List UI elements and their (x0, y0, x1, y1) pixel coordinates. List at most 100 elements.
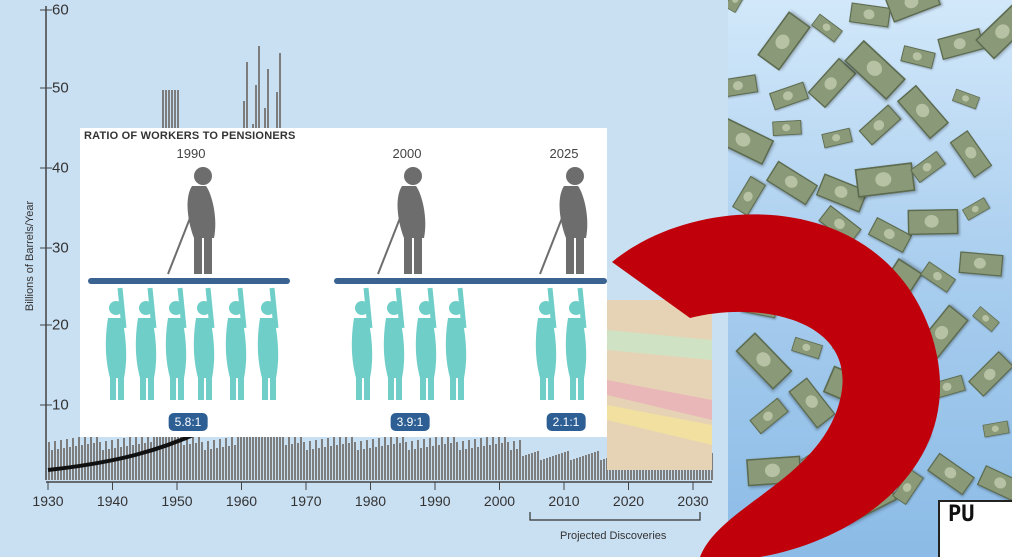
ratio-badge-1990: 5.8:1 (168, 413, 208, 431)
discovery-bar (393, 444, 395, 480)
discovery-bar (69, 447, 71, 480)
discovery-bar (51, 450, 53, 480)
discovery-bar (516, 449, 518, 480)
x-tick-label: 1940 (96, 493, 129, 509)
discovery-bar (354, 442, 356, 480)
platform-bar (88, 278, 290, 284)
discovery-bar (102, 450, 104, 480)
discovery-bar (567, 451, 569, 480)
discovery-bar (525, 455, 527, 480)
discovery-bar (60, 440, 62, 480)
discovery-bar (414, 449, 416, 480)
discovery-bar (213, 440, 215, 480)
discovery-bar (237, 436, 239, 480)
worker-figure (257, 287, 279, 400)
discovery-bar (375, 447, 377, 480)
discovery-bar (576, 458, 578, 480)
discovery-bar (282, 437, 284, 480)
sign-text: PU (938, 500, 1012, 557)
discovery-bar (363, 449, 365, 480)
discovery-bar (315, 440, 317, 480)
discovery-bar (513, 441, 515, 480)
discovery-bar (396, 435, 398, 480)
discovery-bar (417, 440, 419, 480)
y-tick-label: 10 (52, 396, 69, 414)
discovery-bar (534, 452, 536, 480)
discovery-bar (486, 437, 488, 480)
worker-figure (415, 287, 437, 400)
discovery-bar (591, 453, 593, 480)
discovery-bar (357, 450, 359, 480)
discovery-bar (192, 435, 194, 480)
discovery-bar (72, 438, 74, 480)
worker-figure (165, 287, 187, 400)
discovery-bar (600, 460, 602, 480)
discovery-bar (438, 445, 440, 480)
discovery-bar (369, 448, 371, 480)
worker-figure (351, 287, 373, 400)
discovery-bar (552, 456, 554, 480)
discovery-bar (312, 449, 314, 480)
discovery-bar (135, 436, 137, 480)
discovery-bar (561, 453, 563, 480)
worker-figure (193, 287, 215, 400)
discovery-bar (399, 443, 401, 480)
discovery-bar (507, 442, 509, 480)
projected-bracket (529, 512, 701, 521)
discovery-bar (93, 443, 95, 480)
discovery-bar (435, 437, 437, 480)
discovery-bar (336, 445, 338, 480)
discovery-bar (549, 457, 551, 480)
discovery-bar (204, 450, 206, 480)
year-label-2025: 2025 (549, 146, 579, 161)
worker-figure (565, 287, 587, 400)
discovery-bar (201, 442, 203, 480)
discovery-bar (96, 434, 98, 480)
discovery-bar (285, 445, 287, 480)
discovery-bar (408, 450, 410, 480)
discovery-bar (291, 444, 293, 480)
discovery-bar (345, 435, 347, 480)
year-label-2000: 2000 (392, 146, 422, 161)
discovery-bar (219, 439, 221, 480)
y-tick-label: 40 (52, 159, 69, 177)
discovery-bar (447, 435, 449, 480)
discovery-bar (492, 436, 494, 480)
discovery-bar (459, 450, 461, 480)
discovery-bar (405, 442, 407, 480)
ratio-badge-2025: 2.1:1 (546, 413, 586, 431)
discovery-bar (321, 439, 323, 480)
discovery-bar (75, 446, 77, 480)
discovery-bar (543, 459, 545, 480)
discovery-bar (48, 442, 50, 480)
discovery-bar (597, 451, 599, 480)
x-tick-label: 2020 (612, 493, 645, 509)
discovery-bar (540, 460, 542, 480)
discovery-bar (519, 440, 521, 480)
discovery-bar (378, 438, 380, 480)
discovery-bar (147, 434, 149, 480)
discovery-bar (228, 446, 230, 480)
discovery-bar (300, 434, 302, 480)
discovery-bar (474, 439, 476, 480)
discovery-bar (528, 454, 530, 480)
discovery-bar (132, 445, 134, 480)
discovery-bar (348, 443, 350, 480)
projection-band (607, 330, 712, 360)
y-tick-label: 60 (52, 1, 69, 19)
discovery-bar (504, 434, 506, 480)
discovery-bar (489, 445, 491, 480)
discovery-bar (318, 448, 320, 480)
x-tick-label: 1970 (290, 493, 322, 509)
x-tick-label: 2000 (483, 493, 516, 509)
discovery-bar (234, 445, 236, 480)
worker-figure (445, 287, 467, 400)
discovery-bar (78, 437, 80, 480)
discovery-bar (210, 449, 212, 480)
discovery-bar (429, 438, 431, 480)
discovery-bar (390, 436, 392, 480)
ratio-figures (88, 167, 607, 400)
discovery-bar (522, 456, 524, 480)
discovery-bar (84, 436, 86, 480)
